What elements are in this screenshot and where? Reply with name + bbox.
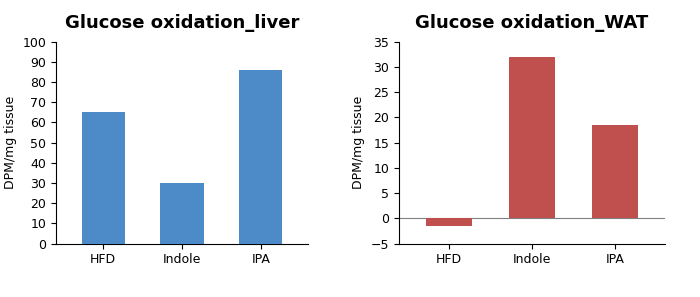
Bar [82, 112, 125, 244]
Title: Glucose oxidation_liver: Glucose oxidation_liver [65, 14, 299, 32]
Bar [160, 183, 204, 244]
Bar [509, 57, 555, 218]
Bar [426, 218, 472, 226]
Y-axis label: DPM/mg tissue: DPM/mg tissue [352, 96, 365, 189]
Y-axis label: DPM/mg tissue: DPM/mg tissue [4, 96, 17, 189]
Bar [239, 70, 282, 244]
Title: Glucose oxidation_WAT: Glucose oxidation_WAT [415, 14, 649, 32]
Bar [592, 125, 638, 218]
